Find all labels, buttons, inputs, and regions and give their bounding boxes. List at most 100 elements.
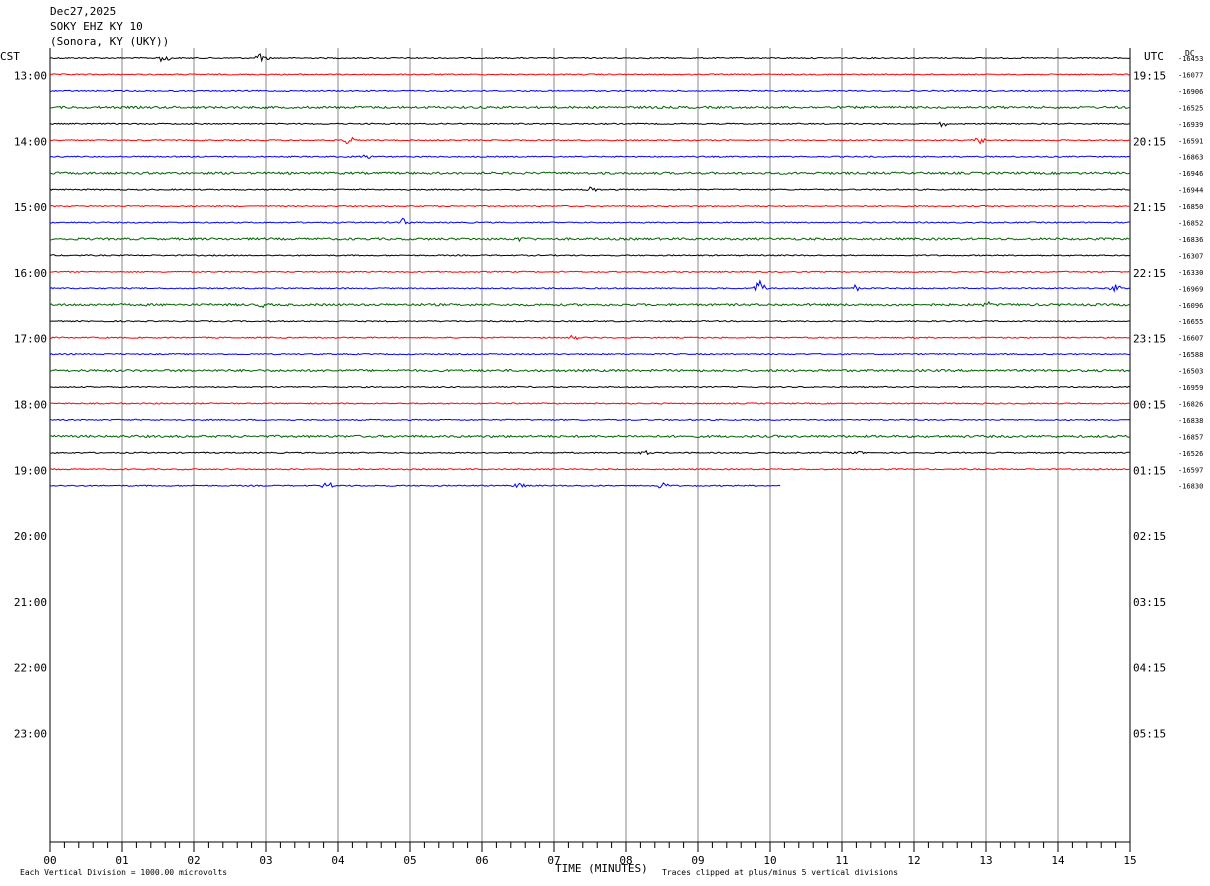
- seismic-trace: [49, 186, 1130, 193]
- dc-offset-label: -16307: [1178, 252, 1203, 260]
- seismic-trace: [49, 121, 1130, 128]
- x-axis: 00 01 02 03 04 05 06 07 08 09 10 11 12 13 14 15: [43, 841, 1137, 867]
- utc-hour-label: 02:15: [1133, 530, 1166, 543]
- utc-hour-label: 05:15: [1133, 727, 1166, 740]
- cst-hour-label: 13:00: [14, 69, 47, 82]
- seismic-trace: [49, 89, 1131, 93]
- dc-offset-label: -16591: [1178, 137, 1203, 145]
- seismic-trace: [49, 171, 1131, 176]
- dc-offset-label: -16597: [1178, 466, 1203, 474]
- seismic-trace: [50, 334, 1131, 341]
- dc-offset-label: -16330: [1178, 269, 1203, 277]
- seismic-trace: [49, 136, 1131, 145]
- x-tick-label: 00: [43, 854, 56, 867]
- x-tick-label: 02: [187, 854, 200, 867]
- right-timezone-label: UTC: [1144, 50, 1164, 63]
- utc-hour-label: 01:15: [1133, 464, 1166, 477]
- dc-offset-label: -16077: [1178, 71, 1203, 79]
- dc-offset-label: -16503: [1178, 368, 1203, 376]
- dc-offset-label: -16939: [1178, 121, 1203, 129]
- dc-offset-label: -16863: [1178, 154, 1203, 162]
- seismic-trace: [50, 237, 1131, 243]
- x-axis-title: TIME (MINUTES): [555, 862, 648, 875]
- cst-hour-label: 21:00: [14, 596, 47, 609]
- seismic-trace: [49, 279, 1131, 293]
- clip-note: Traces clipped at plus/minus 5 vertical …: [662, 868, 899, 877]
- dc-offset-label: -16969: [1178, 285, 1203, 293]
- seismic-trace: [49, 300, 1131, 309]
- dc-offset-label: -16096: [1178, 302, 1203, 310]
- dc-offset-label: -16852: [1178, 220, 1203, 228]
- seismic-trace: [49, 53, 1131, 63]
- utc-hour-label: 04:15: [1133, 662, 1166, 675]
- left-timezone-label: CST: [0, 50, 20, 63]
- x-tick-label: 11: [835, 854, 848, 867]
- seismic-trace: [49, 217, 1131, 225]
- trace-group: [49, 53, 1131, 489]
- dc-offset-label: -16453: [1178, 55, 1203, 63]
- x-tick-label: 04: [331, 854, 345, 867]
- x-tick-label: 06: [475, 854, 488, 867]
- dc-offset-label: -16850: [1178, 203, 1203, 211]
- seismic-trace: [49, 270, 1131, 274]
- dc-offset-label: -16526: [1178, 450, 1203, 458]
- dc-offset-label: -16655: [1178, 318, 1203, 326]
- seismic-trace: [49, 105, 1131, 110]
- dc-offset-label: -16959: [1178, 384, 1203, 392]
- x-tick-label: 03: [259, 854, 272, 867]
- x-tick-label: 08: [619, 854, 632, 867]
- seismic-trace: [49, 449, 1131, 456]
- dc-offset-label: -16944: [1178, 187, 1203, 195]
- utc-hour-label: 00:15: [1133, 398, 1166, 411]
- utc-hour-label: 22:15: [1133, 267, 1166, 280]
- dc-offset-label: -16857: [1178, 433, 1203, 441]
- x-tick-label: 07: [547, 854, 560, 867]
- seismic-trace: [49, 73, 1131, 76]
- dc-offset-label: -16946: [1178, 170, 1203, 178]
- utc-hour-label: 20:15: [1133, 135, 1166, 148]
- dc-offset-label: -16826: [1178, 400, 1203, 408]
- x-tick-label: 15: [1123, 854, 1136, 867]
- hour-labels: 13:00 19:15 14:00 20:15 15:00 21:15 16:00 22:15…: [14, 55, 1203, 740]
- dc-offset-header: DC: [1185, 49, 1195, 58]
- x-tick-label: 09: [691, 854, 704, 867]
- seismic-trace: [49, 319, 1131, 323]
- cst-hour-label: 15:00: [14, 201, 47, 214]
- x-tick-label: 10: [763, 854, 776, 867]
- scale-note: Each Vertical Division = 1000.00 microvo…: [20, 868, 228, 877]
- x-tick-label: 01: [115, 854, 128, 867]
- seismic-trace: [49, 204, 1131, 208]
- dc-offset-label: -16525: [1178, 104, 1203, 112]
- seismic-trace: [49, 368, 1131, 373]
- cst-hour-label: 17:00: [14, 333, 47, 346]
- seismic-trace: [49, 418, 1131, 422]
- seismic-trace: [49, 154, 1131, 159]
- utc-hour-label: 03:15: [1133, 596, 1166, 609]
- seismic-trace: [49, 402, 1131, 405]
- dc-offset-label: -16607: [1178, 335, 1203, 343]
- minute-grid: [49, 48, 1131, 842]
- utc-hour-label: 21:15: [1133, 201, 1166, 214]
- seismic-trace: [49, 468, 1130, 471]
- dc-offset-label: -16836: [1178, 236, 1203, 244]
- seismic-trace: [49, 481, 781, 489]
- x-tick-label: 14: [1051, 854, 1065, 867]
- dc-offset-label: -16906: [1178, 88, 1203, 96]
- cst-hour-label: 16:00: [14, 267, 47, 280]
- plot-date: Dec27,2025: [50, 5, 117, 18]
- cst-hour-label: 19:00: [14, 464, 47, 477]
- dc-offset-label: -16588: [1178, 351, 1203, 359]
- station-code: SOKY EHZ KY 10: [50, 20, 143, 33]
- x-tick-label: 13: [979, 854, 992, 867]
- dc-offset-label: -16830: [1178, 483, 1203, 491]
- cst-hour-label: 18:00: [14, 398, 47, 411]
- seismic-trace: [49, 434, 1131, 439]
- utc-hour-label: 23:15: [1133, 333, 1166, 346]
- cst-hour-label: 22:00: [14, 662, 47, 675]
- cst-hour-label: 23:00: [14, 727, 47, 740]
- seismic-trace: [49, 385, 1131, 389]
- cst-hour-label: 20:00: [14, 530, 47, 543]
- seismic-trace: [49, 352, 1131, 356]
- x-tick-label: 05: [403, 854, 416, 867]
